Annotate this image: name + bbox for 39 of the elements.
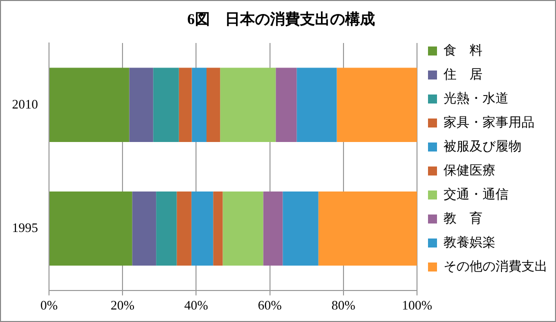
x-tick-label: 60% <box>258 298 282 313</box>
x-tick-label: 80% <box>331 298 356 313</box>
legend-label: 食 料 <box>444 42 482 58</box>
bar <box>192 68 207 142</box>
bar <box>296 68 337 142</box>
bar <box>222 191 264 266</box>
bar <box>220 68 276 142</box>
bar <box>50 191 132 266</box>
bar <box>213 191 223 266</box>
legend-label: 住 居 <box>442 66 482 82</box>
y-tick-label: 2010 <box>12 96 38 112</box>
bar <box>191 191 214 266</box>
x-tick-label: 0% <box>40 298 58 313</box>
bar <box>318 191 417 266</box>
bar <box>156 191 177 266</box>
legend-label: 被服及び履物 <box>444 138 522 154</box>
legend-label: その他の消費支出 <box>444 258 548 274</box>
x-tick-label: 40% <box>184 298 208 313</box>
bar <box>129 68 154 142</box>
legend-label: 光熱・水道 <box>444 90 508 106</box>
y-tick-label: 1995 <box>12 220 38 235</box>
bar <box>178 68 192 142</box>
chart-title: 6図 日本の消費支出の構成 <box>187 10 375 28</box>
legend-label: 家具・家事用品 <box>444 114 534 130</box>
x-tick-label: 100% <box>402 298 432 313</box>
bar <box>282 191 318 266</box>
legend-label: 保健医療 <box>444 162 496 178</box>
legend-label: 交通・通信 <box>444 186 508 202</box>
bar <box>276 68 297 142</box>
legend-label: 教養娯楽 <box>444 234 496 250</box>
bar <box>336 68 417 142</box>
bar <box>263 191 283 266</box>
bar <box>176 191 192 266</box>
bar <box>132 191 156 266</box>
bar <box>153 68 179 142</box>
x-tick-label: 20% <box>110 298 135 313</box>
bar <box>50 68 130 142</box>
bar <box>206 68 220 142</box>
legend-label: 教 育 <box>444 210 482 226</box>
